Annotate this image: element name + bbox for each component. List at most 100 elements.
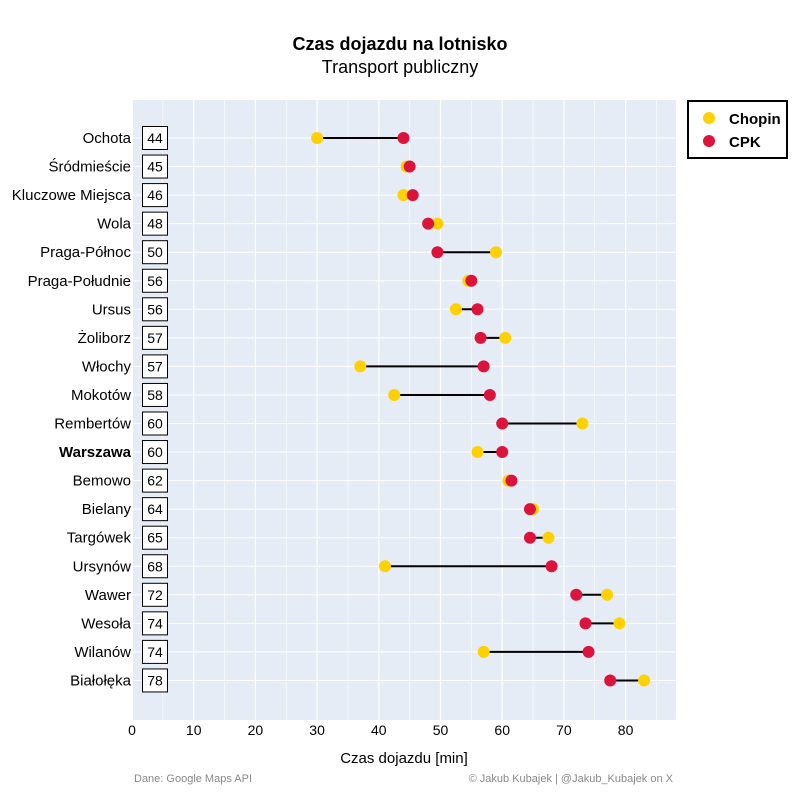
category-label: Kluczowe Miejsca — [12, 187, 132, 204]
legend-box — [687, 100, 788, 159]
value-box — [142, 325, 168, 350]
value-box-label: 58 — [147, 387, 163, 403]
point-chopin — [388, 388, 401, 401]
point-chopin — [471, 446, 484, 459]
point-cpk — [403, 160, 416, 173]
point-cpk — [465, 274, 478, 287]
point-cpk — [397, 132, 410, 144]
point-cpk — [431, 246, 444, 259]
value-box-label: 46 — [147, 187, 163, 203]
point-chopin — [490, 246, 503, 259]
point-cpk — [523, 503, 536, 516]
legend-marker-chopin — [703, 112, 715, 124]
value-box-label: 74 — [147, 644, 163, 660]
category-label: Warszawa — [59, 444, 132, 461]
point-cpk — [582, 645, 595, 658]
credit-note: © Jakub Kubajek | @Jakub_Kubajek on X — [469, 773, 674, 785]
category-labels: Ochota Śródmieście Kluczowe Miejsca Wola Pra… — [12, 130, 132, 689]
x-tick-label: 80 — [618, 722, 634, 738]
category-label: Targówek — [67, 530, 132, 547]
point-chopin — [449, 303, 462, 316]
point-cpk — [505, 474, 518, 487]
chart-subtitle: Transport publiczny — [322, 57, 478, 77]
value-box-label: 56 — [147, 301, 163, 317]
value-box — [142, 354, 168, 379]
data-points — [311, 132, 651, 687]
point-chopin — [477, 645, 490, 658]
x-tick-label: 0 — [128, 722, 136, 738]
point-chopin — [311, 132, 324, 144]
category-label: Ursus — [92, 301, 131, 318]
value-boxes: 44 45 46 48 50 56 56 57 57 58 60 60 62 64 65 68 72 74 74 78 — [142, 126, 168, 693]
point-cpk — [496, 446, 509, 459]
value-box — [142, 268, 168, 293]
point-chopin — [499, 331, 512, 344]
legend-marker-cpk — [703, 135, 715, 147]
value-box-label: 72 — [147, 587, 163, 603]
point-cpk — [483, 388, 496, 401]
value-box — [142, 126, 168, 150]
point-cpk — [474, 331, 487, 344]
category-label: Bemowo — [73, 473, 131, 490]
category-label: Bielany — [82, 501, 132, 518]
point-cpk — [471, 303, 484, 316]
legend-label-chopin: Chopin — [729, 111, 781, 128]
point-cpk — [579, 617, 592, 630]
value-box-label: 48 — [147, 216, 163, 232]
point-chopin — [378, 560, 391, 573]
category-label: Białołęka — [70, 672, 132, 689]
point-chopin — [542, 531, 555, 544]
legend-label-cpk: CPK — [729, 134, 761, 151]
value-box-label: 62 — [147, 473, 163, 489]
category-label: Żoliborz — [78, 329, 131, 347]
value-box-label: 57 — [147, 358, 163, 374]
x-tick-label: 50 — [433, 722, 449, 738]
category-label: Praga-Północ — [40, 244, 131, 261]
chart-title: Czas dojazdu na lotnisko — [292, 34, 507, 54]
value-box-label: 60 — [147, 416, 163, 432]
value-box-label: 68 — [147, 558, 163, 574]
category-label: Rembertów — [54, 416, 131, 433]
value-box — [142, 668, 168, 693]
category-label: Śródmieście — [48, 158, 131, 176]
x-tick-label: 20 — [248, 722, 264, 738]
value-box — [142, 611, 168, 636]
point-cpk — [523, 531, 536, 544]
category-label: Wola — [97, 216, 132, 233]
x-tick-label: 10 — [186, 722, 202, 738]
value-box-label: 45 — [147, 159, 163, 175]
value-box-label: 56 — [147, 273, 163, 289]
category-label: Mokotów — [71, 387, 131, 404]
x-tick-label: 70 — [556, 722, 572, 738]
point-cpk — [406, 189, 419, 202]
value-box — [142, 183, 168, 208]
legend: Chopin CPK — [687, 100, 788, 159]
point-chopin — [354, 360, 367, 373]
value-box — [142, 211, 168, 236]
point-chopin — [576, 417, 589, 430]
value-box — [142, 154, 168, 179]
connector-lines — [317, 137, 645, 682]
value-box-label: 64 — [147, 501, 163, 517]
value-box — [142, 525, 168, 550]
category-label: Ochota — [83, 130, 132, 147]
value-box — [142, 382, 168, 407]
category-label: Praga-Południe — [28, 273, 131, 290]
value-box — [142, 639, 168, 664]
x-tick-label: 30 — [309, 722, 325, 738]
category-label: Wesoła — [81, 615, 131, 632]
value-box — [142, 440, 168, 465]
value-box-label: 74 — [147, 615, 163, 631]
point-cpk — [545, 560, 558, 573]
point-cpk — [496, 417, 509, 430]
point-cpk — [570, 588, 583, 601]
point-cpk — [422, 217, 435, 230]
value-box-label: 65 — [147, 530, 163, 546]
source-note: Dane: Google Maps API — [134, 773, 252, 785]
point-chopin — [397, 189, 410, 202]
value-box-label: 78 — [147, 672, 163, 688]
x-tick-label: 40 — [371, 722, 387, 738]
value-box-label: 44 — [147, 130, 163, 146]
value-box — [142, 411, 168, 436]
point-chopin — [638, 674, 651, 687]
